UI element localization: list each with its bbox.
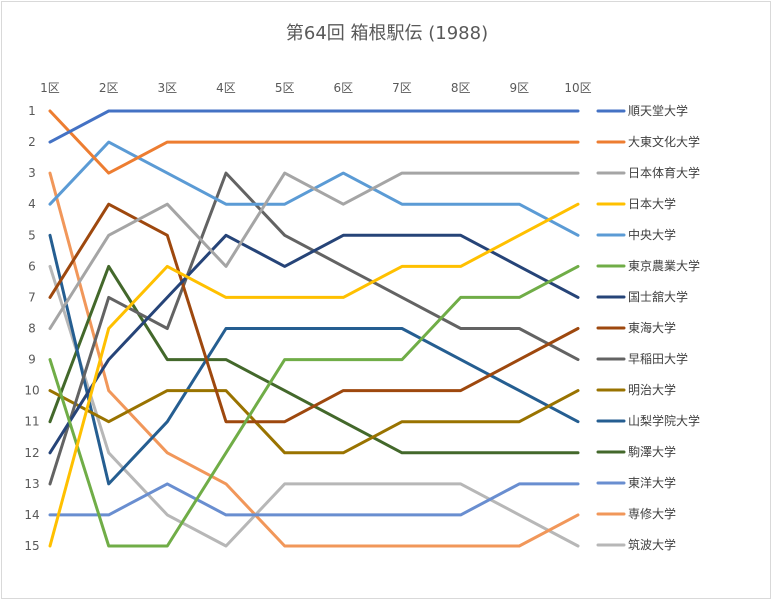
y-tick-label: 6 (28, 259, 36, 273)
y-tick-label: 11 (24, 415, 39, 429)
legend-label: 明治大学 (628, 382, 676, 397)
y-tick-label: 4 (28, 197, 36, 211)
legend-label: 駒澤大学 (628, 444, 676, 459)
y-tick-label: 5 (28, 228, 36, 242)
y-tick-label: 12 (24, 446, 39, 460)
legend-label: 山梨学院大学 (628, 413, 700, 428)
legend-label: 日本体育大学 (628, 165, 700, 180)
x-tick-label: 6区 (334, 81, 354, 95)
y-tick-label: 10 (24, 384, 39, 398)
series-line (48, 202, 580, 424)
legend-label: 中央大学 (628, 227, 676, 242)
series-line (48, 109, 580, 144)
legend: 順天堂大学大東文化大学日本体育大学日本大学中央大学東京農業大学国士舘大学東海大学… (596, 103, 700, 552)
x-tick-label: 9区 (510, 81, 530, 95)
legend-label: 東洋大学 (628, 475, 676, 490)
series-line (48, 482, 580, 517)
chart-title: 第64回 箱根駅伝 (1988) (286, 23, 488, 44)
series-line (48, 171, 580, 330)
series-line (48, 233, 580, 455)
y-tick-label: 7 (28, 290, 36, 304)
series-line (48, 171, 580, 548)
legend-label: 順天堂大学 (628, 103, 688, 118)
legend-label: 早稲田大学 (628, 351, 688, 366)
y-tick-label: 2 (28, 135, 36, 149)
y-tick-label: 13 (24, 477, 39, 491)
x-tick-label: 10区 (564, 81, 591, 95)
x-tick-label: 4区 (216, 81, 236, 95)
legend-label: 東京農業大学 (628, 258, 700, 273)
x-tick-label: 7区 (392, 81, 412, 95)
y-tick-label: 8 (28, 322, 36, 336)
x-tick-label: 2区 (99, 81, 119, 95)
legend-label: 日本大学 (628, 196, 676, 211)
x-tick-label: 5区 (275, 81, 295, 95)
x-tick-label: 1区 (40, 81, 60, 95)
series-line (48, 202, 580, 548)
y-tick-label: 1 (28, 104, 36, 118)
series-line (48, 264, 580, 548)
series-lines (48, 109, 580, 548)
x-tick-label: 8区 (451, 81, 471, 95)
series-line (48, 109, 580, 175)
legend-label: 国士舘大学 (628, 289, 688, 304)
y-tick-label: 3 (28, 166, 36, 180)
x-tick-label: 3区 (158, 81, 178, 95)
legend-label: 東海大学 (628, 320, 676, 335)
legend-label: 筑波大学 (628, 537, 676, 552)
y-tick-label: 14 (24, 508, 39, 522)
series-line (48, 389, 580, 455)
y-tick-label: 9 (28, 353, 36, 367)
x-axis-ticks: 1区 2区 3区 4区 5区 6区 7区 8区 9区 10区 (40, 81, 591, 95)
legend-label: 大東文化大学 (628, 134, 700, 149)
legend-label: 専修大学 (628, 506, 676, 521)
y-tick-label: 15 (24, 539, 39, 553)
